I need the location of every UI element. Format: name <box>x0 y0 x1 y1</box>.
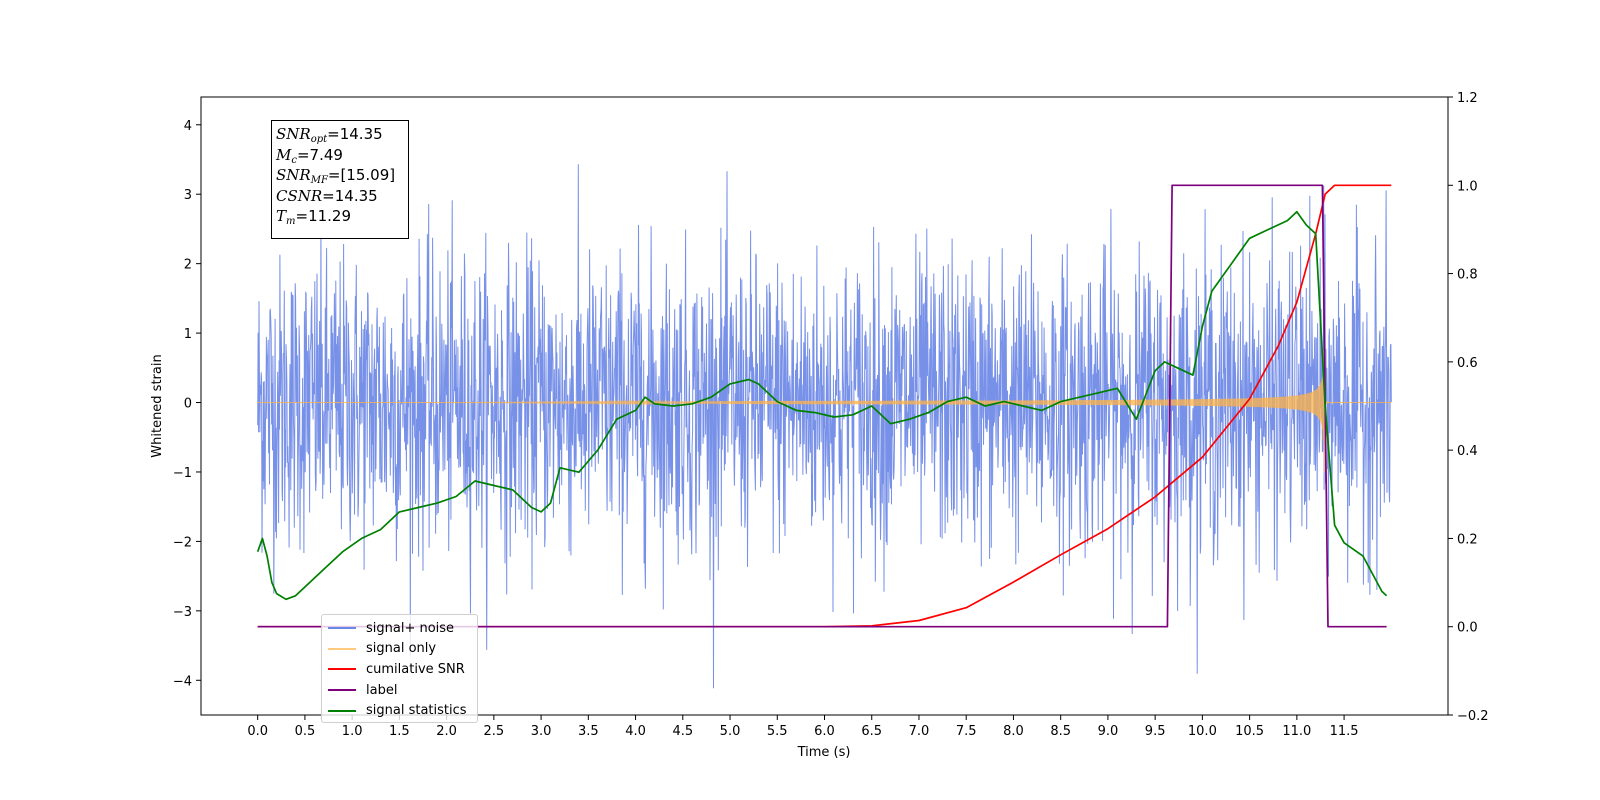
x-tick-label: 9.0 <box>1098 724 1119 739</box>
y-tick-label: −4 <box>173 674 192 689</box>
right-axis-series-layer <box>256 184 1392 628</box>
stats-snr-opt: SNRopt=14.35 <box>276 125 383 145</box>
legend-label: signal only <box>366 641 437 657</box>
x-tick-label: 4.5 <box>672 724 693 739</box>
legend-label: signal statistics <box>366 703 467 719</box>
legend-item: label <box>328 680 477 701</box>
y-tick-label: −2 <box>173 535 192 550</box>
x-tick-label: 6.0 <box>814 724 835 739</box>
legend-item: cumilative SNR <box>328 659 477 680</box>
y2-tick-label: 0.0 <box>1457 621 1478 636</box>
x-tick-label: 6.5 <box>861 724 882 739</box>
x-tick-label: 1.0 <box>342 724 363 739</box>
legend-item: signal+ noise <box>328 618 477 639</box>
y-tick-label: 3 <box>184 188 192 203</box>
legend: signal+ noise signal only cumilative SNR… <box>321 614 478 723</box>
x-tick-label: 8.5 <box>1050 724 1071 739</box>
legend-swatch <box>328 627 356 630</box>
x-axis-label: Time (s) <box>797 745 851 760</box>
y2-tick-label: 1.2 <box>1457 91 1478 106</box>
x-tick-label: 11.5 <box>1330 724 1359 739</box>
y2-tick-label: 0.2 <box>1457 532 1478 547</box>
stats-chirp-mass: Mc=7.49 <box>276 145 343 166</box>
legend-swatch <box>328 709 356 712</box>
y2-axis-ticks: −0.2 0.0 0.2 0.4 0.6 0.8 1.0 1.2 <box>1448 91 1489 724</box>
signal-series-layer <box>257 350 1392 473</box>
x-tick-label: 4.0 <box>625 724 646 739</box>
x-tick-label: 5.5 <box>767 724 788 739</box>
y-tick-label: 1 <box>184 327 192 342</box>
series-cumulative-snr-line <box>257 184 1392 628</box>
x-tick-label: 10.5 <box>1235 724 1264 739</box>
x-tick-label: 2.0 <box>436 724 457 739</box>
y2-tick-label: 0.6 <box>1457 356 1478 371</box>
x-tick-label: 7.5 <box>956 724 977 739</box>
series-label-line <box>257 184 1387 628</box>
x-tick-label: 8.0 <box>1003 724 1024 739</box>
y-axis-label: Whitened strain <box>150 354 165 457</box>
legend-swatch <box>328 668 356 671</box>
x-tick-label: 3.5 <box>578 724 599 739</box>
x-tick-label: 11.0 <box>1282 724 1311 739</box>
x-tick-label: 9.5 <box>1145 724 1166 739</box>
x-tick-label: 7.0 <box>909 724 930 739</box>
x-tick-label: 10.0 <box>1188 724 1217 739</box>
x-tick-label: 2.5 <box>484 724 505 739</box>
y-tick-label: −3 <box>173 605 192 620</box>
y-tick-label: 4 <box>184 119 192 134</box>
y-axis-ticks: −4 −3 −2 −1 0 1 2 3 4 <box>173 119 201 689</box>
x-tick-label: 1.5 <box>389 724 410 739</box>
stats-snr-mf: SNRMF=[15.09] <box>276 166 396 186</box>
y2-tick-label: 0.4 <box>1457 444 1478 459</box>
legend-label: signal+ noise <box>366 620 455 636</box>
legend-swatch <box>328 647 356 650</box>
stats-merger-time: Tm=11.29 <box>276 207 352 227</box>
legend-item: signal statistics <box>328 700 477 721</box>
x-axis-ticks: 0.0 0.5 1.0 1.5 2.0 2.5 3.0 3.5 4.0 4.5 5.0 5.5 6.0 6… <box>247 715 1359 739</box>
x-tick-label: 5.0 <box>720 724 741 739</box>
x-tick-label: 0.5 <box>295 724 316 739</box>
x-tick-label: 0.0 <box>247 724 268 739</box>
legend-label: label <box>366 682 398 698</box>
series-signal-noise-line <box>257 164 1392 689</box>
series-signal-statistics-line <box>256 210 1388 601</box>
y-tick-label: 2 <box>184 258 192 273</box>
y-tick-label: 0 <box>184 397 192 412</box>
legend-item: signal only <box>328 639 477 660</box>
noise-series-layer <box>257 164 1392 689</box>
y2-tick-label: −0.2 <box>1457 709 1489 724</box>
y2-tick-label: 0.8 <box>1457 268 1478 283</box>
stats-csnr: CSNR=14.35 <box>276 186 378 205</box>
legend-label: cumilative SNR <box>366 661 465 677</box>
stats-annotation-box: SNRopt=14.35 Mc=7.49 SNRMF=[15.09] CSNR=… <box>271 120 409 239</box>
x-tick-label: 3.0 <box>531 724 552 739</box>
series-signal-only-line <box>257 350 1392 473</box>
y-tick-label: −1 <box>173 466 192 481</box>
legend-swatch <box>328 689 356 692</box>
y2-tick-label: 1.0 <box>1457 179 1478 194</box>
